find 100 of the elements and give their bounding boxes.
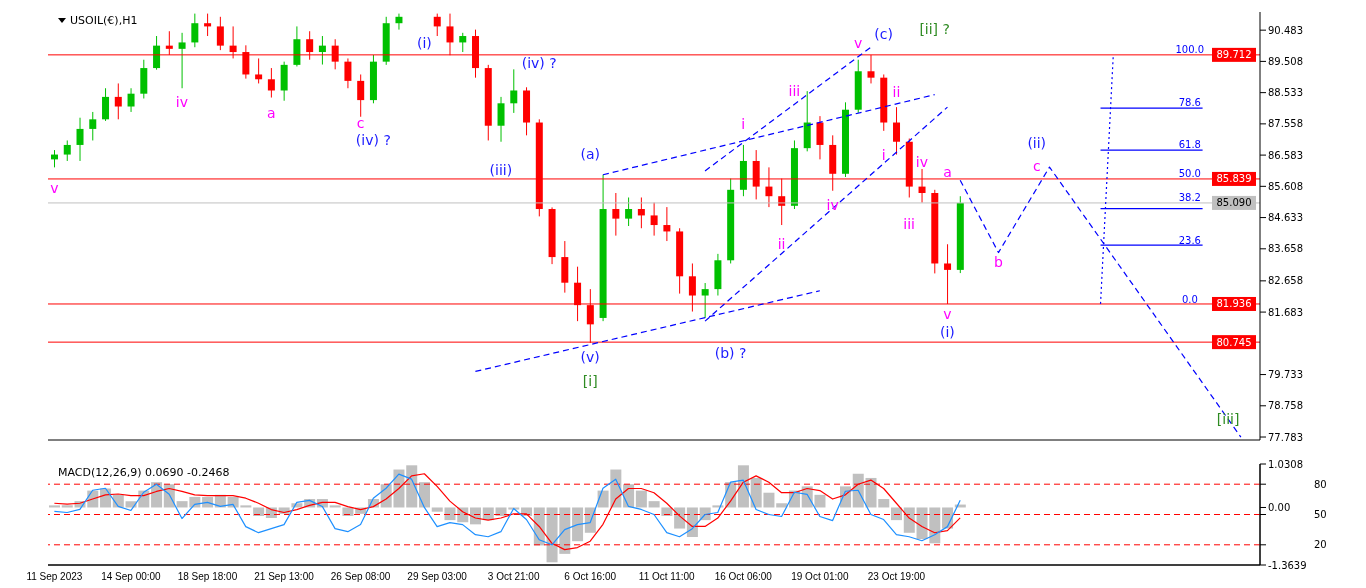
candlestick — [625, 196, 633, 227]
y-tick-label: 87.558 — [1268, 118, 1303, 130]
annotation: (iv) ? — [355, 131, 391, 148]
x-tick-label: 3 Oct 21:00 — [487, 571, 540, 583]
x-tick-label: 26 Sep 08:00 — [330, 571, 391, 583]
annotation: i — [881, 146, 886, 163]
annotation: 23.6 — [1178, 234, 1201, 246]
bar — [776, 503, 788, 508]
annotation: 61.8 — [1178, 138, 1201, 150]
annotation: iv — [175, 94, 189, 111]
annotation: iii — [788, 83, 801, 100]
y-tick-label: 82.658 — [1268, 275, 1303, 287]
bar — [661, 507, 673, 516]
y-tick-label: 1.0308 — [1268, 458, 1303, 470]
candlestick — [255, 57, 263, 84]
annotation: ii — [777, 235, 786, 252]
candlestick — [637, 196, 645, 229]
candlestick — [650, 202, 658, 237]
annotation: (iii) — [489, 161, 513, 178]
y-tick-label: 89.508 — [1268, 55, 1303, 67]
x-tick-label: 18 Sep 18:00 — [177, 571, 238, 583]
bar — [253, 507, 265, 516]
chart-title: MACD(12,26,9) 0.0690 -0.2468 — [58, 466, 230, 479]
annotation: (c) — [874, 26, 893, 43]
candlestick — [204, 13, 212, 37]
candlestick — [318, 35, 326, 66]
bar — [418, 482, 430, 508]
annotation: ii — [892, 84, 901, 101]
y-tick-label: 79.733 — [1268, 369, 1303, 381]
y-tick-label: 77.783 — [1268, 431, 1303, 443]
annotation: [i] — [582, 373, 598, 390]
y-tick-label: 81.683 — [1268, 306, 1303, 318]
annotation: [ii] ? — [919, 21, 950, 38]
candlestick — [459, 32, 467, 53]
bar — [648, 501, 660, 508]
x-tick-label: 11 Sep 2023 — [26, 571, 83, 583]
y-tick-label: 83.658 — [1268, 243, 1303, 255]
candlestick — [63, 139, 71, 162]
annotation: iii — [903, 216, 915, 233]
candlestick — [89, 111, 97, 141]
y-tick-label: 84.633 — [1268, 212, 1303, 224]
bar — [891, 507, 903, 521]
x-tick-label: 6 Oct 16:00 — [564, 571, 617, 583]
candlestick — [127, 87, 135, 113]
annotation: (ii) — [1027, 135, 1047, 152]
chart-title: USOIL(€),H1 — [70, 14, 138, 27]
candlestick — [114, 82, 122, 120]
candlestick — [178, 32, 186, 89]
annotation: 38.2 — [1178, 191, 1201, 203]
x-tick-label: 29 Sep 03:00 — [407, 571, 468, 583]
annotation: 78.6 — [1178, 96, 1201, 108]
ref-line-label: 80.745 — [1216, 336, 1252, 348]
candlestick — [102, 87, 110, 122]
y-tick-label: 86.583 — [1268, 149, 1303, 161]
annotation: 50.0 — [1178, 168, 1201, 180]
x-tick-label: 21 Sep 13:00 — [254, 571, 315, 583]
candlestick — [663, 206, 671, 242]
bar — [903, 507, 915, 533]
candlestick — [433, 13, 441, 37]
candlestick — [395, 13, 403, 31]
bar — [329, 505, 341, 508]
y-tick-label: 78.758 — [1268, 400, 1303, 412]
annotation: iv — [915, 154, 929, 171]
annotation: v — [853, 35, 863, 52]
candlestick — [76, 117, 84, 162]
y-tick-label: 0.00 — [1268, 502, 1291, 514]
y-tick-label: 50 — [1314, 509, 1327, 521]
y-tick-label: 20 — [1314, 539, 1327, 551]
candlestick — [816, 115, 824, 160]
annotation: 100.0 — [1175, 43, 1205, 55]
annotation: (i) — [940, 324, 955, 341]
ref-line-label: 81.936 — [1216, 298, 1252, 310]
x-tick-label: 14 Sep 00:00 — [101, 571, 162, 583]
candlestick — [612, 192, 620, 237]
annotation: c — [356, 115, 365, 132]
candlestick — [216, 16, 224, 51]
y-tick-label: -1.3639 — [1268, 559, 1307, 571]
annotation: 0.0 — [1181, 293, 1198, 305]
annotation: (v) — [580, 349, 600, 366]
annotation: (iv) ? — [521, 55, 557, 72]
y-tick-label: 85.608 — [1268, 180, 1303, 192]
y-tick-label: 90.483 — [1268, 24, 1303, 36]
bar — [635, 490, 647, 508]
candlestick — [893, 106, 901, 156]
candlestick — [267, 67, 275, 99]
candlestick — [497, 96, 505, 143]
x-tick-label: 11 Oct 11:00 — [638, 571, 696, 583]
annotation: v — [50, 180, 59, 197]
bar — [61, 505, 73, 508]
annotation: [iii] — [1216, 410, 1240, 427]
candlestick — [510, 68, 518, 114]
candlestick — [344, 57, 352, 89]
ref-line-label: 85.090 — [1216, 197, 1252, 209]
x-tick-label: 19 Oct 01:00 — [791, 571, 849, 583]
y-tick-label: 88.533 — [1268, 87, 1303, 99]
x-tick-label: 16 Oct 06:00 — [714, 571, 773, 583]
bar — [572, 507, 584, 542]
ref-line-label: 89.712 — [1216, 49, 1252, 61]
annotation: v — [943, 306, 952, 323]
x-tick-label: 23 Oct 19:00 — [867, 571, 926, 583]
